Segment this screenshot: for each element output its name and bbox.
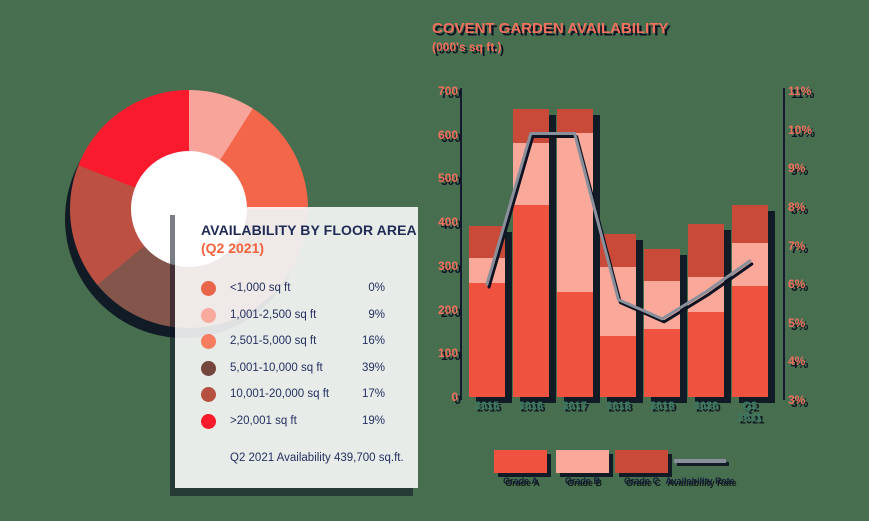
left-axis-tick: 400 [437, 215, 458, 230]
bar-segment-grade-c [731, 204, 768, 244]
legend-dot-icon [201, 413, 216, 429]
floor-area-row: 1,001-2,500 sq ft 9% [175, 307, 418, 324]
floor-area-label: 2,501-5,000 sq ft [230, 335, 317, 347]
floor-area-label: >20,001 sq ft [230, 414, 297, 427]
right-axis-tick: 5% [788, 315, 806, 330]
bar-segment-grade-b [688, 276, 724, 312]
bar-segment-grade-c [556, 108, 593, 133]
floor-area-label: <1,000 sq ft [230, 282, 291, 294]
right-axis-tick: 9% [788, 161, 806, 176]
bar-segment-grade-a [512, 204, 549, 397]
bar-segment-grade-a [600, 335, 637, 397]
left-axis-tick: 300 [437, 258, 458, 273]
bar-segment-grade-a [556, 292, 593, 397]
x-axis-label: 2020 [693, 400, 719, 412]
x-axis-label: 2017 [562, 400, 587, 412]
legend-swatch-grade-c [615, 450, 668, 473]
bar-segment-grade-b [644, 280, 681, 329]
stacked-bar-2015 [469, 225, 505, 397]
card-subtitle: (Q2 2021) [201, 240, 265, 256]
floor-area-label: 10,001-20,000 sq ft [230, 388, 330, 400]
stacked-bar-2018 [600, 233, 637, 397]
stacked-bar-2019 [644, 248, 681, 397]
right-axis-tick: 8% [788, 199, 806, 214]
right-axis-tick: 10% [788, 122, 813, 137]
bar-segment-grade-b [469, 258, 505, 284]
floor-area-label: 5,001-10,000 sq ft [230, 361, 323, 374]
x-axis-label: Q2 2021 [737, 400, 763, 424]
floor-area-row: 2,501-5,000 sq ft 16% [175, 334, 418, 350]
left-axis-tick: 200 [437, 302, 458, 317]
right-axis-tick: 7% [788, 238, 806, 253]
bar-segment-grade-b [556, 132, 593, 293]
bar-segment-grade-c [600, 233, 637, 267]
right-axis-tick: 11% [788, 84, 812, 98]
legend-label: Grade A [503, 476, 538, 486]
legend-label: Grade B [564, 476, 600, 486]
left-axis-tick: 700 [437, 84, 458, 98]
legend-swatch-grade-b [556, 450, 609, 473]
legend-label: Availability Rate [665, 476, 735, 486]
x-axis-label: 2018 [606, 400, 631, 412]
bar-segment-grade-c [644, 248, 681, 281]
floor-area-value: 39% [361, 361, 385, 374]
floor-area-row: 10,001-20,000 sq ft 17% [175, 387, 418, 403]
legend-label: Grade C [623, 476, 659, 486]
stacked-bar-2016 [512, 108, 549, 397]
x-axis-label: 2015 [474, 400, 500, 412]
left-axis-tick: 0 [451, 390, 458, 404]
bar-segment-grade-c [469, 225, 505, 259]
floor-area-value: 17% [361, 388, 385, 400]
card-title: AVAILABILITY BY FLOOR AREA [201, 222, 417, 238]
right-axis-tick: 4% [788, 354, 806, 369]
card-footnote: Q2 2021 Availability 439,700 sq.ft. [230, 452, 404, 464]
bar-segment-grade-b [731, 243, 768, 286]
right-axis-tick: 6% [788, 277, 806, 292]
bar-chart-title: COVENT GARDEN AVAILABILITY (000's sq ft.… [432, 20, 668, 56]
legend-dot-icon [201, 387, 216, 402]
legend-line-swatch [674, 459, 726, 463]
bar-segment-grade-a [731, 285, 768, 397]
bar-chart-title-line2: (000's sq ft.) [432, 40, 502, 54]
left-axis-tick: 500 [437, 171, 458, 186]
bar-chart-title-line1: COVENT GARDEN AVAILABILITY [432, 20, 669, 37]
bar-segment-grade-c [688, 224, 724, 277]
left-axis-tick: 600 [437, 127, 458, 142]
legend-dot-icon [201, 307, 216, 323]
bar-segment-grade-a [688, 311, 724, 397]
right-axis-line [783, 88, 785, 400]
floor-area-value: 19% [361, 414, 385, 427]
legend-dot-icon [201, 334, 216, 349]
bar-segment-grade-b [600, 266, 637, 336]
floor-area-row: <1,000 sq ft 0% [175, 281, 418, 297]
floor-area-card: AVAILABILITY BY FLOOR AREA (Q2 2021) <1,… [175, 207, 418, 488]
floor-area-label: 1,001-2,500 sq ft [230, 308, 317, 321]
floor-area-value: 0% [368, 282, 385, 294]
stacked-bar-2020 [688, 224, 724, 397]
left-axis-tick: 100 [437, 346, 458, 361]
bar-segment-grade-a [469, 283, 505, 397]
floor-area-value: 9% [368, 308, 385, 321]
bar-segment-grade-a [644, 328, 681, 397]
x-axis-label: 2016 [518, 400, 544, 412]
floor-area-row: >20,001 sq ft 19% [175, 413, 418, 430]
floor-area-value: 16% [361, 335, 385, 347]
legend-swatch-grade-a [494, 450, 547, 473]
legend-dot-icon [201, 360, 216, 376]
x-axis-label: 2019 [649, 400, 675, 412]
bar-segment-grade-c [512, 108, 549, 144]
stacked-bar-2017 [556, 108, 593, 397]
left-axis-line [460, 88, 462, 400]
floor-area-row: 5,001-10,000 sq ft 39% [175, 360, 418, 377]
stacked-bar-q2-2021 [731, 204, 768, 397]
right-axis-tick: 3% [788, 393, 806, 407]
legend-dot-icon [201, 281, 216, 296]
bar-segment-grade-b [512, 143, 549, 205]
